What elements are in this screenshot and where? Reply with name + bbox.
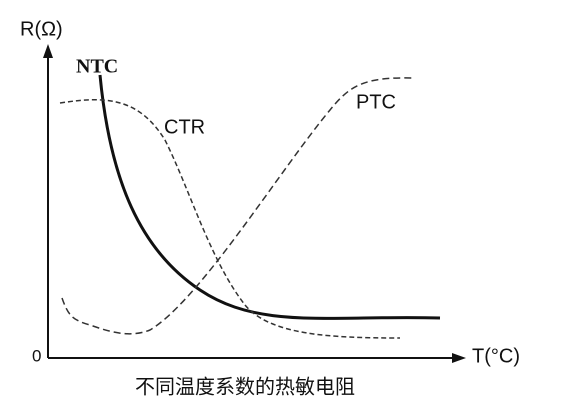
ntc-curve: [98, 74, 441, 320]
ctr-label: CTR: [164, 116, 205, 138]
x-axis-label: T(°C): [472, 345, 520, 367]
y-arrow: [43, 44, 53, 58]
ptc-label: PTC: [356, 91, 396, 113]
ctr-curve: [59, 99, 401, 339]
y-axis-label: R(Ω): [20, 18, 63, 40]
origin-label: 0: [32, 346, 41, 365]
caption: 不同温度系数的热敏电阻: [135, 375, 355, 398]
ptc-curve: [61, 77, 413, 335]
x-arrow: [452, 353, 466, 363]
ntc-label: NTC: [76, 56, 118, 78]
